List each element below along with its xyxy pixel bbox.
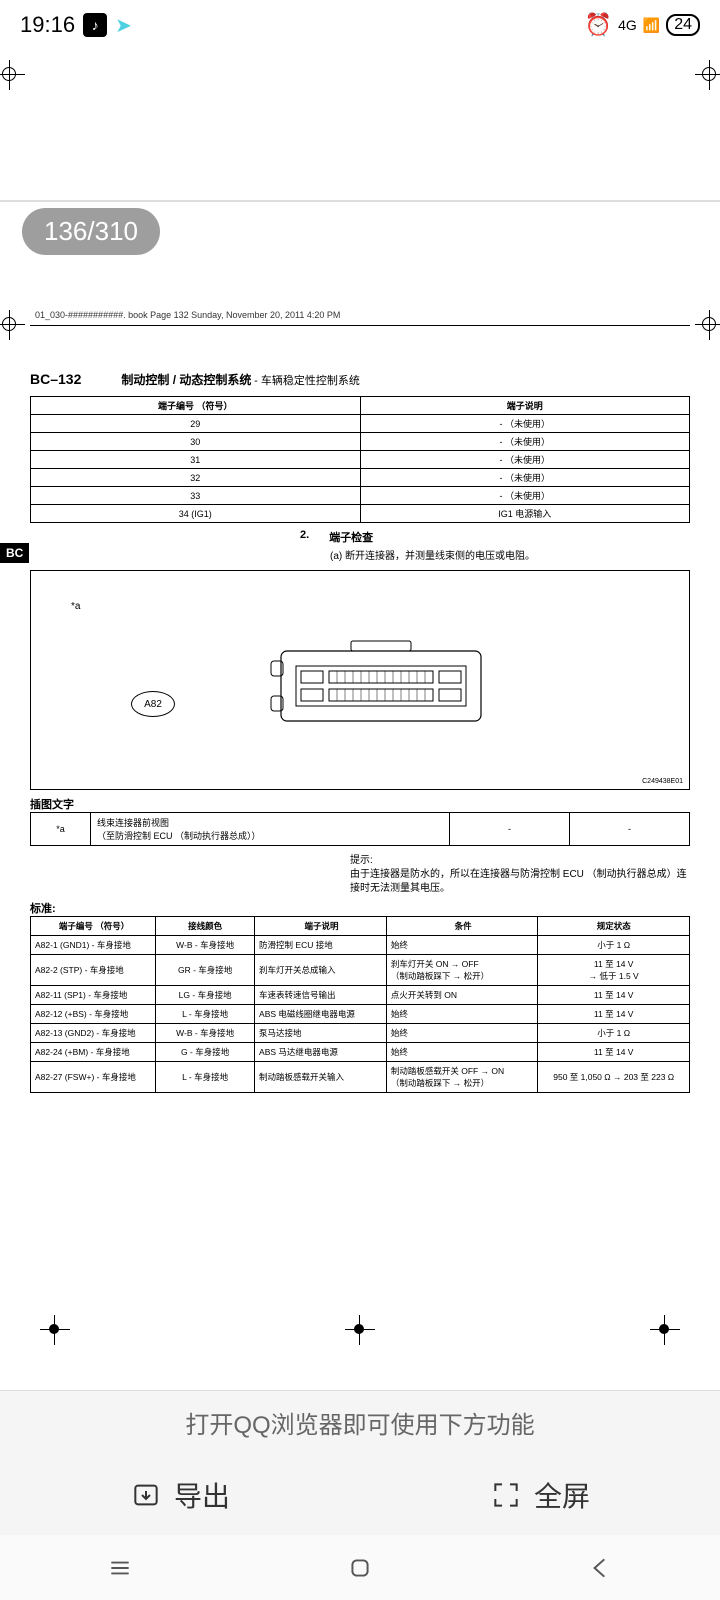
tiktok-icon: ♪ [83,13,107,37]
document-content[interactable]: 01_030-###########. book Page 132 Sunday… [30,310,690,1093]
page-counter-badge: 136/310 [22,208,160,255]
divider [0,200,720,202]
menu-icon [107,1555,133,1581]
caption-col-4: - [570,813,690,846]
home-icon [347,1555,373,1581]
network-indicator: 4G [618,17,637,33]
section-title: 端子检查 [329,529,373,545]
fullscreen-icon [490,1479,522,1511]
nav-back-button[interactable] [585,1553,615,1583]
doc-title: 制动控制 / 动态控制系统 [121,373,251,387]
export-icon [130,1479,162,1511]
page-code: BC–132 [30,371,81,387]
connector-drawing [261,631,501,741]
signal-icon: 📶 [643,17,660,34]
crop-mark-icon [40,1315,70,1345]
bc-section-tag: BC [0,543,29,563]
status-time: 19:16 [20,12,75,38]
status-bar: 19:16 ♪ ➤ ⏰ 4G 📶 24 [0,0,720,50]
connector-label-oval: A82 [131,691,175,717]
android-nav-bar [0,1535,720,1600]
section-number: 2. [300,529,309,545]
crop-mark-icon [345,1315,375,1345]
caption-title: 插图文字 [30,796,690,812]
caption-text-1: 线束连接器前视图 [97,816,443,829]
export-button[interactable]: 导出 [0,1454,360,1535]
standard-title: 标准: [30,900,690,916]
terminal-table-1: 端子编号 （符号）端子说明 29- （未使用）30- （未使用）31- （未使用… [30,396,690,523]
alarm-icon: ⏰ [585,12,612,38]
diagram-id: C249438E01 [642,778,683,785]
section-substep: (a) 断开连接器，并测量线束侧的电压或电阻。 [330,547,690,562]
caption-col-3: - [450,813,570,846]
caption-text-2: （至防滑控制 ECU （制动执行器总成）） [97,829,443,842]
crop-mark-icon [650,1315,680,1345]
crop-mark-icon [0,60,25,90]
caption-col-a: *a [31,813,91,846]
diagram-label-a: *a [71,601,80,612]
crop-mark-icon [695,310,720,340]
standard-table: 端子编号 （符号）接线颜色端子说明条件规定状态 A82-1 (GND1) - 车… [30,916,690,1093]
caption-table: *a 线束连接器前视图 （至防滑控制 ECU （制动执行器总成）） - - [30,812,690,846]
plane-icon: ➤ [115,13,132,38]
nav-menu-button[interactable] [105,1553,135,1583]
fullscreen-label: 全屏 [534,1475,590,1515]
connector-diagram: *a A82 C249438E01 [30,570,690,790]
book-metadata: 01_030-###########. book Page 132 Sunday… [30,310,690,326]
hint-label: 提示: [350,854,690,868]
hint-text: 由于连接器是防水的，所以在连接器与防滑控制 ECU （制动执行器总成）连接时无法… [350,868,690,896]
back-icon [587,1555,613,1581]
battery-indicator: 24 [666,14,700,36]
crop-mark-icon [695,60,720,90]
fullscreen-button[interactable]: 全屏 [360,1454,720,1535]
crop-mark-icon [0,310,25,340]
nav-home-button[interactable] [345,1553,375,1583]
doc-subtitle: - 车辆稳定性控制系统 [254,375,360,387]
panel-title: 打开QQ浏览器即可使用下方功能 [0,1391,720,1454]
qq-browser-panel: 打开QQ浏览器即可使用下方功能 导出 全屏 [0,1390,720,1535]
export-label: 导出 [174,1475,230,1515]
